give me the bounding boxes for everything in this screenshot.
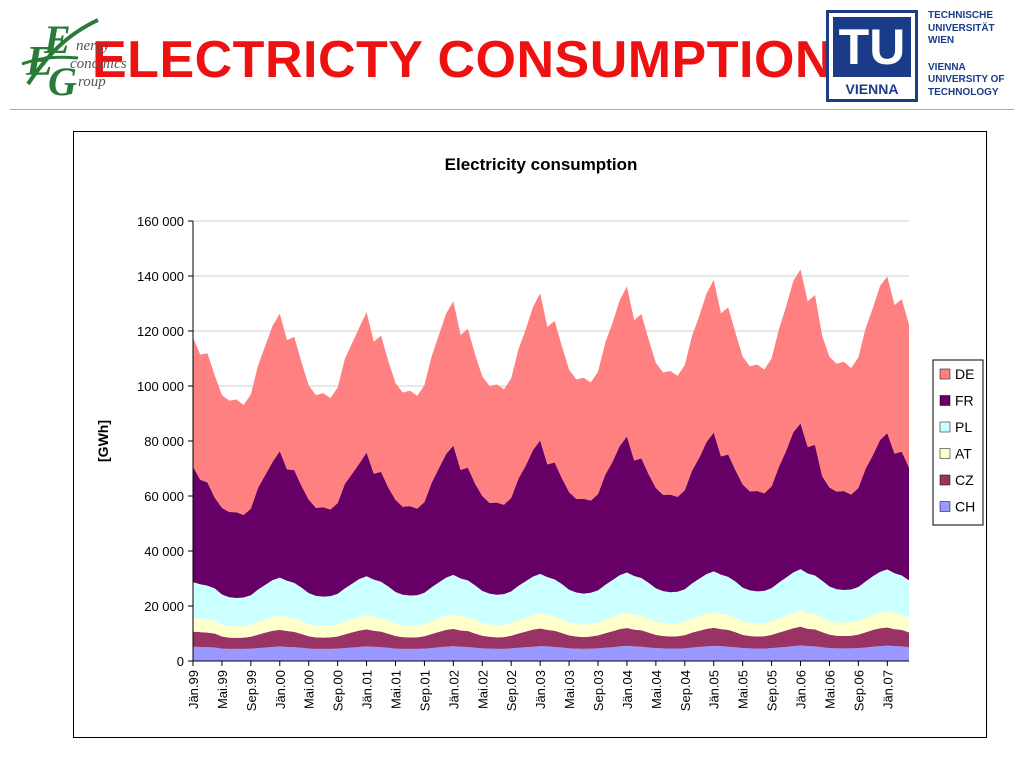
tu-vienna-logo: TU VIENNA <box>826 10 918 102</box>
x-tick-label-11: Sep.02 <box>504 670 519 711</box>
chart-title: Electricity consumption <box>445 155 638 174</box>
x-tick-label-2: Sep.99 <box>244 670 259 711</box>
tu-institution-text: TECHNISCHE UNIVERSITÄT WIEN VIENNA UNIVE… <box>928 10 1024 99</box>
tu-text-de-2: UNIVERSITÄT <box>928 22 995 34</box>
x-tick-label-19: Mai.05 <box>736 670 751 709</box>
x-tick-label-12: Jän.03 <box>533 670 548 709</box>
eeg-word-3: roup <box>78 74 106 90</box>
x-tick-label-8: Sep.01 <box>417 670 432 711</box>
legend-swatch-ch <box>939 501 951 512</box>
area-series-fr <box>193 423 909 599</box>
legend-box <box>932 359 984 526</box>
x-tick-label-10: Mai.02 <box>475 670 490 709</box>
x-tick-label-18: Jän.05 <box>707 670 722 709</box>
x-tick-label-14: Sep.03 <box>591 670 606 711</box>
x-tick-label-23: Sep.06 <box>851 670 866 711</box>
legend-swatch-de <box>939 368 951 380</box>
legend-label-de: DE <box>955 366 974 382</box>
x-tick-label-24: Jän.07 <box>880 670 895 709</box>
y-tick-label-2: 40 000 <box>144 544 184 559</box>
y-tick-label-1: 20 000 <box>144 599 184 614</box>
x-tick-label-20: Sep.05 <box>765 670 780 711</box>
x-tick-label-4: Mai.00 <box>302 670 317 709</box>
y-axis-label: [GWh] <box>95 420 111 462</box>
y-tick-label-4: 80 000 <box>144 434 184 449</box>
tu-text-de-1: TECHNISCHE <box>928 10 994 21</box>
y-tick-label-6: 120 000 <box>137 324 184 339</box>
slide-title: ELECTRICTY CONSUMPTION <box>92 31 833 89</box>
area-series-cz <box>193 626 909 649</box>
eeg-word-2: conomics <box>70 56 127 72</box>
y-tick-label-8: 160 000 <box>137 214 184 229</box>
x-tick-label-3: Jän.00 <box>273 670 288 709</box>
x-tick-label-22: Mai.06 <box>822 670 837 709</box>
tu-text-de-3: WIEN <box>928 35 955 46</box>
y-tick-label-5: 100 000 <box>137 379 184 394</box>
eeg-letter-3: G <box>48 59 77 104</box>
legend-label-ch: CH <box>955 499 975 515</box>
x-tick-label-7: Mai.01 <box>389 670 404 709</box>
y-tick-label-0: 0 <box>177 654 184 669</box>
eeg-letter-1: E <box>44 17 71 62</box>
tu-logo-mark: TU <box>833 17 911 77</box>
eeg-letter-2: E <box>26 39 55 85</box>
x-tick-label-5: Sep.00 <box>331 670 346 711</box>
eeg-word-1: nergy <box>76 38 110 54</box>
x-tick-label-6: Jän.01 <box>360 670 375 709</box>
chart-frame: Electricity consumption 0 20 000 40 000 60 0… <box>73 131 987 738</box>
electricity-consumption-chart: Electricity consumption 0 20 000 40 000 60 0… <box>95 155 984 711</box>
legend-swatch-cz <box>939 474 951 486</box>
tu-logo-vienna: VIENNA <box>845 81 899 97</box>
y-tick-label-3: 60 000 <box>144 489 184 504</box>
tu-text-en-1: VIENNA <box>928 61 966 73</box>
x-tick-label-16: Mai.04 <box>649 670 664 709</box>
energy-economics-group-logo: E E G nergy conomics roup <box>18 14 138 104</box>
x-tick-label-0: Jän.99 <box>186 670 201 709</box>
header-divider <box>10 109 1014 110</box>
legend-swatch-fr <box>939 395 951 406</box>
legend-label-cz: CZ <box>955 472 974 488</box>
legend-label-at: AT <box>955 446 972 462</box>
x-tick-label-9: Jän.02 <box>446 670 461 709</box>
x-tick-label-15: Jän.04 <box>620 670 635 709</box>
legend-label-pl: PL <box>955 419 972 435</box>
eeg-logo-swoosh <box>21 18 99 86</box>
legend-label-fr: FR <box>955 393 974 409</box>
x-tick-label-17: Sep.04 <box>678 670 693 711</box>
area-series-ch <box>193 645 909 661</box>
x-tick-label-13: Mai.03 <box>562 670 577 709</box>
x-tick-label-1: Mai.99 <box>215 670 230 709</box>
area-series-de <box>193 269 909 515</box>
x-tick-label-21: Jän.06 <box>794 670 809 709</box>
tu-text-en-3: TECHNOLOGY <box>928 86 999 98</box>
legend-swatch-at <box>939 448 951 459</box>
area-series-at <box>193 610 909 638</box>
area-series-pl <box>193 569 909 627</box>
tu-text-en-2: UNIVERSITY OF <box>928 74 1005 85</box>
y-tick-label-7: 140 000 <box>137 269 184 284</box>
legend-swatch-pl <box>939 421 951 433</box>
